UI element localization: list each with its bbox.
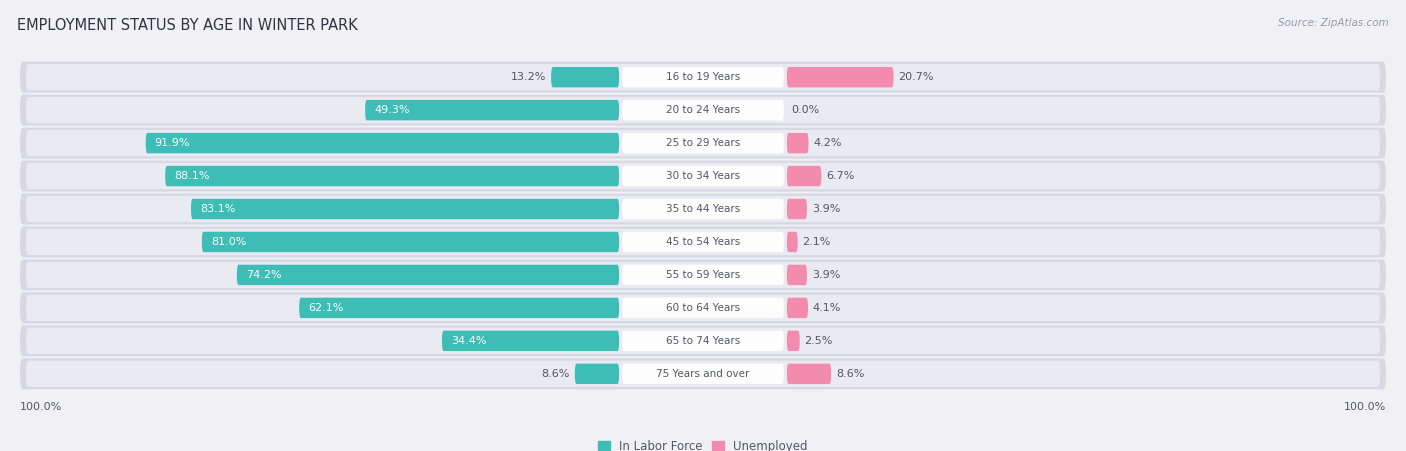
FancyBboxPatch shape: [441, 331, 619, 351]
FancyBboxPatch shape: [27, 328, 1379, 354]
FancyBboxPatch shape: [191, 199, 619, 219]
Text: 45 to 54 Years: 45 to 54 Years: [666, 237, 740, 247]
FancyBboxPatch shape: [20, 62, 1386, 93]
Text: 30 to 34 Years: 30 to 34 Years: [666, 171, 740, 181]
FancyBboxPatch shape: [787, 199, 807, 219]
FancyBboxPatch shape: [787, 232, 797, 252]
Text: 74.2%: 74.2%: [246, 270, 281, 280]
FancyBboxPatch shape: [20, 161, 1386, 192]
FancyBboxPatch shape: [20, 226, 1386, 258]
FancyBboxPatch shape: [787, 298, 808, 318]
FancyBboxPatch shape: [202, 232, 619, 252]
FancyBboxPatch shape: [621, 364, 785, 384]
FancyBboxPatch shape: [787, 133, 808, 153]
FancyBboxPatch shape: [787, 331, 800, 351]
FancyBboxPatch shape: [621, 331, 785, 351]
Text: 6.7%: 6.7%: [827, 171, 855, 181]
FancyBboxPatch shape: [621, 133, 785, 153]
FancyBboxPatch shape: [299, 298, 619, 318]
FancyBboxPatch shape: [20, 358, 1386, 389]
Text: 20 to 24 Years: 20 to 24 Years: [666, 105, 740, 115]
Text: 4.1%: 4.1%: [813, 303, 841, 313]
Text: 34.4%: 34.4%: [451, 336, 486, 346]
Text: 81.0%: 81.0%: [211, 237, 246, 247]
Text: 4.2%: 4.2%: [813, 138, 842, 148]
Text: 0.0%: 0.0%: [792, 105, 820, 115]
FancyBboxPatch shape: [236, 265, 619, 285]
FancyBboxPatch shape: [787, 166, 821, 186]
FancyBboxPatch shape: [146, 133, 619, 153]
FancyBboxPatch shape: [787, 265, 807, 285]
FancyBboxPatch shape: [787, 364, 831, 384]
Text: 75 Years and over: 75 Years and over: [657, 369, 749, 379]
Text: 3.9%: 3.9%: [811, 204, 841, 214]
FancyBboxPatch shape: [20, 292, 1386, 323]
FancyBboxPatch shape: [20, 259, 1386, 290]
Text: 13.2%: 13.2%: [510, 72, 547, 82]
Text: 100.0%: 100.0%: [20, 402, 62, 412]
Text: 35 to 44 Years: 35 to 44 Years: [666, 204, 740, 214]
Text: 3.9%: 3.9%: [811, 270, 841, 280]
Text: 91.9%: 91.9%: [155, 138, 190, 148]
FancyBboxPatch shape: [27, 196, 1379, 222]
Text: 2.1%: 2.1%: [803, 237, 831, 247]
FancyBboxPatch shape: [621, 232, 785, 252]
Text: 49.3%: 49.3%: [374, 105, 409, 115]
FancyBboxPatch shape: [575, 364, 619, 384]
Text: 8.6%: 8.6%: [837, 369, 865, 379]
FancyBboxPatch shape: [20, 193, 1386, 225]
Text: 100.0%: 100.0%: [1344, 402, 1386, 412]
FancyBboxPatch shape: [787, 67, 894, 87]
FancyBboxPatch shape: [20, 95, 1386, 126]
FancyBboxPatch shape: [20, 325, 1386, 356]
Text: 55 to 59 Years: 55 to 59 Years: [666, 270, 740, 280]
FancyBboxPatch shape: [621, 298, 785, 318]
FancyBboxPatch shape: [27, 64, 1379, 90]
Text: 20.7%: 20.7%: [898, 72, 934, 82]
FancyBboxPatch shape: [621, 67, 785, 87]
FancyBboxPatch shape: [621, 265, 785, 285]
Text: 2.5%: 2.5%: [804, 336, 832, 346]
FancyBboxPatch shape: [27, 361, 1379, 387]
FancyBboxPatch shape: [27, 295, 1379, 321]
Text: 62.1%: 62.1%: [308, 303, 343, 313]
FancyBboxPatch shape: [27, 130, 1379, 156]
FancyBboxPatch shape: [27, 262, 1379, 288]
Text: 88.1%: 88.1%: [174, 171, 209, 181]
FancyBboxPatch shape: [621, 199, 785, 219]
FancyBboxPatch shape: [20, 128, 1386, 159]
Text: EMPLOYMENT STATUS BY AGE IN WINTER PARK: EMPLOYMENT STATUS BY AGE IN WINTER PARK: [17, 18, 357, 33]
FancyBboxPatch shape: [27, 163, 1379, 189]
Text: Source: ZipAtlas.com: Source: ZipAtlas.com: [1278, 18, 1389, 28]
Text: 16 to 19 Years: 16 to 19 Years: [666, 72, 740, 82]
FancyBboxPatch shape: [366, 100, 619, 120]
FancyBboxPatch shape: [166, 166, 619, 186]
Text: 8.6%: 8.6%: [541, 369, 569, 379]
FancyBboxPatch shape: [27, 229, 1379, 255]
FancyBboxPatch shape: [621, 100, 785, 120]
FancyBboxPatch shape: [551, 67, 619, 87]
FancyBboxPatch shape: [27, 97, 1379, 123]
FancyBboxPatch shape: [621, 166, 785, 186]
Text: 65 to 74 Years: 65 to 74 Years: [666, 336, 740, 346]
Text: 60 to 64 Years: 60 to 64 Years: [666, 303, 740, 313]
Text: 25 to 29 Years: 25 to 29 Years: [666, 138, 740, 148]
Text: 83.1%: 83.1%: [200, 204, 235, 214]
Legend: In Labor Force, Unemployed: In Labor Force, Unemployed: [598, 440, 808, 451]
